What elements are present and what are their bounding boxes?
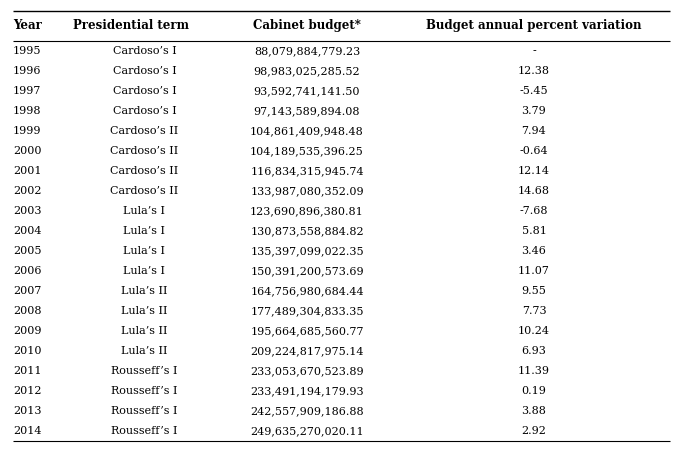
Text: 2001: 2001 [13, 166, 41, 176]
Text: 12.38: 12.38 [518, 66, 550, 76]
Text: 2003: 2003 [13, 206, 41, 216]
Text: 1997: 1997 [13, 86, 41, 96]
Text: 98,983,025,285.52: 98,983,025,285.52 [254, 66, 361, 76]
Text: 133,987,080,352.09: 133,987,080,352.09 [250, 186, 364, 196]
Text: 12.14: 12.14 [518, 166, 550, 176]
Text: 1995: 1995 [13, 46, 41, 56]
Text: 2007: 2007 [13, 286, 41, 296]
Text: Lula’s II: Lula’s II [122, 286, 168, 296]
Text: 0.19: 0.19 [521, 386, 547, 396]
Text: Rousseff’s I: Rousseff’s I [111, 386, 178, 396]
Text: 2004: 2004 [13, 226, 41, 236]
Text: Lula’s II: Lula’s II [122, 306, 168, 316]
Text: 7.94: 7.94 [521, 126, 547, 136]
Text: Lula’s I: Lula’s I [124, 226, 166, 236]
Text: 1999: 1999 [13, 126, 41, 136]
Text: 2010: 2010 [13, 346, 41, 356]
Text: Rousseff’s I: Rousseff’s I [111, 426, 178, 436]
Text: 11.39: 11.39 [518, 366, 550, 376]
Text: Cardoso’s II: Cardoso’s II [111, 146, 179, 156]
Text: 123,690,896,380.81: 123,690,896,380.81 [250, 206, 364, 216]
Text: Year: Year [13, 19, 42, 32]
Text: Lula’s I: Lula’s I [124, 206, 166, 216]
Text: 2011: 2011 [13, 366, 41, 376]
Text: 7.73: 7.73 [521, 306, 547, 316]
Text: 2012: 2012 [13, 386, 41, 396]
Text: 104,861,409,948.48: 104,861,409,948.48 [250, 126, 364, 136]
Text: Budget annual percent variation: Budget annual percent variation [426, 19, 642, 32]
Text: Cardoso’s II: Cardoso’s II [111, 126, 179, 136]
Text: 11.07: 11.07 [518, 266, 550, 276]
Text: -: - [532, 46, 536, 56]
Text: 1998: 1998 [13, 106, 41, 116]
Text: 10.24: 10.24 [518, 326, 550, 336]
Text: 3.79: 3.79 [521, 106, 547, 116]
Text: Cardoso’s II: Cardoso’s II [111, 186, 179, 196]
Text: 3.46: 3.46 [521, 246, 547, 256]
Text: Cardoso’s II: Cardoso’s II [111, 166, 179, 176]
Text: 3.88: 3.88 [521, 406, 547, 416]
Text: 2006: 2006 [13, 266, 41, 276]
Text: Rousseff’s I: Rousseff’s I [111, 406, 178, 416]
Text: 135,397,099,022.35: 135,397,099,022.35 [250, 246, 364, 256]
Text: -7.68: -7.68 [519, 206, 548, 216]
Text: 2008: 2008 [13, 306, 41, 316]
Text: Cardoso’s I: Cardoso’s I [113, 86, 177, 96]
Text: -0.64: -0.64 [519, 146, 549, 156]
Text: 2005: 2005 [13, 246, 41, 256]
Text: Cardoso’s I: Cardoso’s I [113, 66, 177, 76]
Text: Cabinet budget*: Cabinet budget* [253, 19, 361, 32]
Text: Rousseff’s I: Rousseff’s I [111, 366, 178, 376]
Text: 14.68: 14.68 [518, 186, 550, 196]
Text: 177,489,304,833.35: 177,489,304,833.35 [251, 306, 364, 316]
Text: Cardoso’s I: Cardoso’s I [113, 106, 177, 116]
Text: 2.92: 2.92 [521, 426, 547, 436]
Text: 242,557,909,186.88: 242,557,909,186.88 [250, 406, 364, 416]
Text: 233,053,670,523.89: 233,053,670,523.89 [250, 366, 364, 376]
Text: 164,756,980,684.44: 164,756,980,684.44 [250, 286, 364, 296]
Text: 5.81: 5.81 [521, 226, 547, 236]
Text: 88,079,884,779.23: 88,079,884,779.23 [254, 46, 360, 56]
Text: 2014: 2014 [13, 426, 41, 436]
Text: 116,834,315,945.74: 116,834,315,945.74 [250, 166, 364, 176]
Text: Lula’s II: Lula’s II [122, 326, 168, 336]
Text: 9.55: 9.55 [521, 286, 547, 296]
Text: 2000: 2000 [13, 146, 41, 156]
Text: 209,224,817,975.14: 209,224,817,975.14 [251, 346, 364, 356]
Text: 130,873,558,884.82: 130,873,558,884.82 [250, 226, 364, 236]
Text: 2002: 2002 [13, 186, 41, 196]
Text: 150,391,200,573.69: 150,391,200,573.69 [250, 266, 364, 276]
Text: 195,664,685,560.77: 195,664,685,560.77 [251, 326, 364, 336]
Text: Presidential term: Presidential term [73, 19, 189, 32]
Text: 97,143,589,894.08: 97,143,589,894.08 [254, 106, 361, 116]
Text: Lula’s I: Lula’s I [124, 266, 166, 276]
Text: Lula’s I: Lula’s I [124, 246, 166, 256]
Text: 6.93: 6.93 [521, 346, 547, 356]
Text: 233,491,194,179.93: 233,491,194,179.93 [250, 386, 364, 396]
Text: 2009: 2009 [13, 326, 41, 336]
Text: 1996: 1996 [13, 66, 41, 76]
Text: 104,189,535,396.25: 104,189,535,396.25 [250, 146, 364, 156]
Text: 93,592,741,141.50: 93,592,741,141.50 [254, 86, 361, 96]
Text: Lula’s II: Lula’s II [122, 346, 168, 356]
Text: -5.45: -5.45 [519, 86, 549, 96]
Text: 249,635,270,020.11: 249,635,270,020.11 [250, 426, 364, 436]
Text: Cardoso’s I: Cardoso’s I [113, 46, 177, 56]
Text: 2013: 2013 [13, 406, 41, 416]
